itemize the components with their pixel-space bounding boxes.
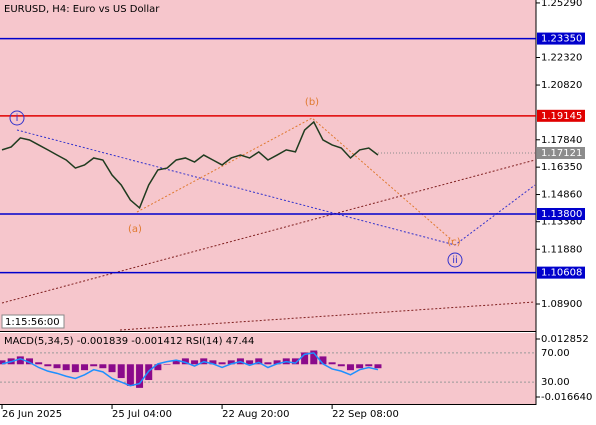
level-label-box	[537, 109, 585, 122]
wave-label: ii	[452, 255, 458, 266]
macd-bar	[191, 360, 199, 365]
channel-line	[119, 301, 536, 331]
macd-bar	[328, 362, 336, 365]
macd-bar	[44, 364, 52, 367]
rsi-line	[1, 352, 379, 387]
level-label-box	[537, 266, 585, 279]
macd-bar	[310, 350, 318, 365]
macd-bar	[0, 360, 6, 365]
macd-bar	[181, 358, 189, 365]
level-label: 1.13800	[541, 209, 582, 220]
macd-bar	[374, 364, 382, 369]
macd-bar	[62, 364, 70, 371]
level-label: 1.10608	[541, 268, 582, 279]
macd-bar	[26, 358, 34, 365]
current-price-box	[537, 146, 585, 159]
macd-bar	[71, 364, 79, 373]
wave-label: (a)	[128, 224, 142, 235]
macd-bar	[291, 358, 299, 365]
wave-circle	[447, 252, 463, 268]
y-tick-label: 1.16350	[541, 162, 582, 173]
wave-line	[136, 117, 455, 243]
x-tick-label: 22 Sep 08:00	[332, 409, 399, 420]
x-tick-label: 25 Jul 04:00	[112, 409, 172, 420]
macd-bar	[218, 362, 226, 365]
y-tick-label: 1.22320	[541, 52, 582, 63]
macd-bar	[273, 360, 281, 365]
macd-bar	[246, 360, 254, 365]
y-tick-label: 1.20820	[541, 80, 582, 91]
macd-bar	[154, 364, 162, 371]
y2-tick-label: 30.00	[541, 377, 570, 388]
macd-bar	[209, 360, 217, 365]
macd-bar	[108, 364, 116, 373]
macd-bar	[16, 356, 24, 365]
macd-bar	[136, 364, 144, 388]
macd-bar	[319, 356, 327, 365]
level-label: 1.23350	[541, 34, 582, 45]
macd-bar	[264, 362, 272, 365]
chart-title: EURUSD, H4: Euro vs US Dollar	[4, 4, 160, 15]
price-line	[1, 120, 379, 210]
macd-bar	[356, 364, 364, 369]
price-panel	[0, 0, 536, 331]
current-price-label: 1.17121	[541, 148, 582, 159]
trend-lines	[1, 117, 536, 331]
y-tick-label: 1.13380	[541, 217, 582, 228]
macd-bar	[81, 364, 89, 371]
y-tick-label: 0.012852	[541, 334, 589, 345]
macd-bar	[301, 352, 309, 365]
y-tick-label: 1.25290	[541, 0, 582, 9]
wave-line	[16, 129, 536, 246]
macd-bar	[90, 364, 98, 367]
y-tick-label: 1.17840	[541, 135, 582, 146]
macd-bar	[99, 364, 107, 369]
macd-bar	[346, 364, 354, 371]
macd-bar	[365, 364, 373, 367]
y-tick-label: 1.08900	[541, 299, 582, 310]
macd-bar	[163, 364, 171, 365]
level-label-box	[537, 207, 585, 220]
timer-box	[1, 314, 65, 329]
x-tick-label: 26 Jun 2025	[2, 409, 62, 420]
y-tick-label: -0.016640	[541, 392, 592, 403]
macd-bar	[126, 364, 134, 386]
indicator-title: MACD(5,34,5) -0.001839 -0.001412 RSI(14)…	[4, 336, 254, 347]
level-label: 1.19145	[541, 111, 582, 122]
macd-bar	[35, 362, 43, 365]
wave-label: (c)	[447, 237, 460, 248]
macd-bar	[255, 358, 263, 365]
indicator-panel	[0, 333, 536, 404]
y-tick-label: 1.11880	[541, 244, 582, 255]
timer: 1:15:56:00	[5, 317, 60, 328]
macd-bar	[172, 360, 180, 365]
wave-circle	[9, 110, 25, 126]
level-label-box	[537, 32, 585, 45]
macd-bar	[227, 360, 235, 365]
macd-bar	[117, 364, 125, 379]
wave-label: (b)	[305, 97, 319, 108]
x-tick-label: 22 Aug 20:00	[222, 409, 289, 420]
macd-bar	[53, 364, 61, 369]
y-tick-label: 1.14860	[541, 190, 582, 201]
macd-bar	[337, 364, 345, 367]
wave-label: i	[16, 113, 19, 124]
y2-tick-label: 70.00	[541, 348, 570, 359]
